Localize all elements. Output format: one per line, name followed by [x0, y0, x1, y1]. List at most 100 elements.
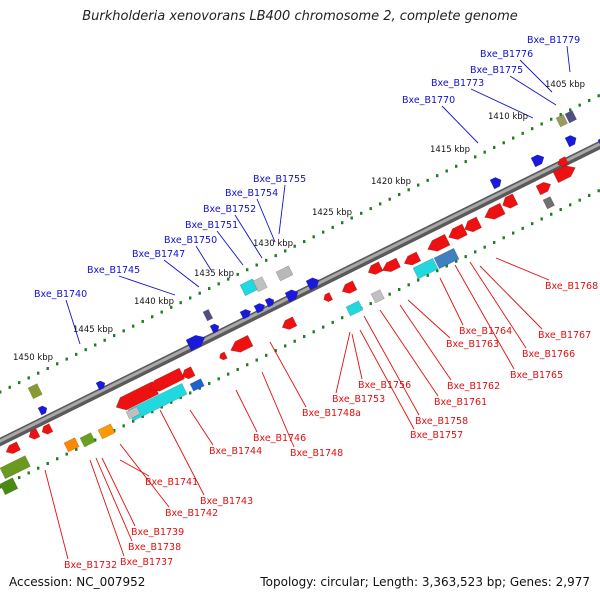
reverse-gene-label: Bxe_B1763: [446, 339, 499, 350]
reverse-gene-arrow: [41, 423, 54, 435]
scale-tick-label: 1415 kbp: [430, 145, 470, 155]
forward-gene-arrow: [564, 135, 577, 148]
forward-gene-arrow: [264, 297, 275, 308]
leader-line: [261, 371, 295, 448]
forward-gene-arrow: [239, 309, 252, 320]
chromosome-backbone: [0, 140, 600, 447]
scale-tick-label: 1440 kbp: [134, 297, 174, 307]
reverse-gene-arrow: [557, 156, 569, 167]
feature-block-grey: [125, 406, 141, 420]
reverse-gene-label: Bxe_B1739: [131, 527, 184, 538]
tick-dot-rows: [0, 94, 600, 489]
reverse-gene-arrow: [464, 216, 482, 233]
reverse-gene-arrow: [535, 182, 552, 196]
forward-gene-arrow: [209, 323, 220, 334]
reverse-gene-label: Bxe_B1758: [415, 416, 468, 427]
scale-tick-label: 1420 kbp: [371, 177, 411, 187]
forward-gene-label: Bxe_B1754: [225, 188, 278, 199]
feature-block-olive: [79, 432, 96, 448]
reverse-gene-arrow: [115, 381, 159, 411]
feature-block-olive: [0, 455, 31, 480]
feature-block-blue: [189, 378, 205, 392]
feature-block-grey: [542, 196, 555, 210]
leader-line: [363, 315, 420, 416]
leader-line: [195, 245, 212, 271]
reverse-gene-arrow: [219, 351, 228, 361]
leader-line: [359, 329, 415, 430]
leader-line: [235, 389, 258, 433]
reverse-gene-arrow: [341, 280, 358, 294]
reverse-gene-label: Bxe_B1764: [459, 326, 512, 337]
accession-label: Accession: NC_007952: [9, 575, 146, 589]
scale-tick-labels: 1405 kbp 1410 kbp 1415 kbp 1420 kbp 1425 kbp…: [13, 80, 585, 363]
gene-features: [0, 110, 600, 496]
reverse-gene-arrow: [281, 316, 298, 330]
outer-dot-row: [0, 94, 600, 394]
forward-gene-arrow: [530, 154, 545, 168]
reverse-gene-label: Bxe_B1761: [434, 397, 487, 408]
reverse-gene-arrow: [381, 257, 401, 273]
reverse-gene-arrow: [323, 292, 334, 303]
forward-gene-label: Bxe_B1740: [34, 289, 87, 300]
leader-line: [351, 333, 363, 380]
feature-block-orange: [97, 423, 116, 440]
leader-line: [335, 331, 351, 394]
leader-line: [119, 443, 170, 508]
leader-line: [470, 88, 534, 119]
reverse-gene-label: Bxe_B1757: [410, 430, 463, 441]
scale-tick-label: 1450 kbp: [13, 353, 53, 363]
forward-gene-label: Bxe_B1755: [253, 174, 306, 185]
feature-block-dark: [564, 110, 577, 124]
leader-line: [65, 299, 81, 345]
forward-gene-arrow: [253, 303, 266, 314]
feature-block-dark: [202, 309, 214, 322]
reverse-gene-label: Bxe_B1743: [200, 496, 253, 507]
map-title: Burkholderia xenovorans LB400 chromosome…: [82, 9, 518, 24]
forward-gene-label: Bxe_B1752: [203, 204, 256, 215]
reverse-gene-label: Bxe_B1753: [332, 394, 385, 405]
reverse-gene-label: Bxe_B1732: [64, 560, 117, 571]
leader-line: [439, 277, 464, 326]
reverse-gene-arrow: [484, 202, 506, 220]
reverse-gene-label: Bxe_B1762: [447, 381, 500, 392]
leader-line: [278, 184, 286, 235]
reverse-gene-arrow: [28, 428, 41, 440]
scale-tick-label: 1410 kbp: [488, 112, 528, 122]
forward-gene-label: Bxe_B1747: [132, 249, 185, 260]
forward-gene-label: Bxe_B1750: [164, 235, 217, 246]
reverse-gene-label: Bxe_B1748a: [302, 408, 361, 419]
leader-line: [479, 265, 543, 330]
reverse-gene-label: Bxe_B1748: [290, 448, 343, 459]
leader-line: [469, 261, 527, 349]
label-leader-lines: [44, 45, 571, 560]
reverse-gene-arrow: [427, 233, 451, 252]
reverse-gene-arrow: [552, 165, 576, 184]
reverse-gene-arrow: [5, 441, 21, 454]
forward-gene-arrow: [305, 277, 320, 291]
forward-gene-arrow: [185, 334, 206, 352]
reverse-gene-arrow: [502, 193, 519, 209]
forward-gene-arrow: [95, 380, 106, 391]
forward-gene-label: Bxe_B1775: [470, 65, 523, 76]
leader-line: [256, 198, 276, 243]
feature-block-blue: [433, 247, 460, 270]
reverse-gene-label: Bxe_B1738: [128, 542, 181, 553]
feature-block-olive: [27, 383, 43, 400]
reverse-gene-label: Bxe_B1742: [165, 508, 218, 519]
leader-line: [407, 299, 451, 339]
scale-tick-label: 1405 kbp: [545, 80, 585, 90]
leader-line: [216, 230, 244, 266]
scale-tick-label: 1435 kbp: [194, 269, 234, 279]
leader-line: [189, 409, 214, 446]
leader-line: [118, 275, 176, 296]
forward-gene-label: Bxe_B1773: [431, 78, 484, 89]
reverse-gene-label: Bxe_B1756: [358, 380, 411, 391]
forward-gene-arrow: [37, 405, 48, 416]
feature-block-orange: [63, 437, 80, 453]
leader-line: [509, 75, 557, 106]
leader-line: [519, 59, 553, 93]
feature-block-grey: [275, 265, 294, 282]
leader-line: [163, 259, 200, 288]
leader-line: [44, 469, 69, 560]
gene-labels: Bxe_B1779 Bxe_B1776 Bxe_B1775 Bxe_B1773 Bxe_…: [34, 35, 598, 571]
